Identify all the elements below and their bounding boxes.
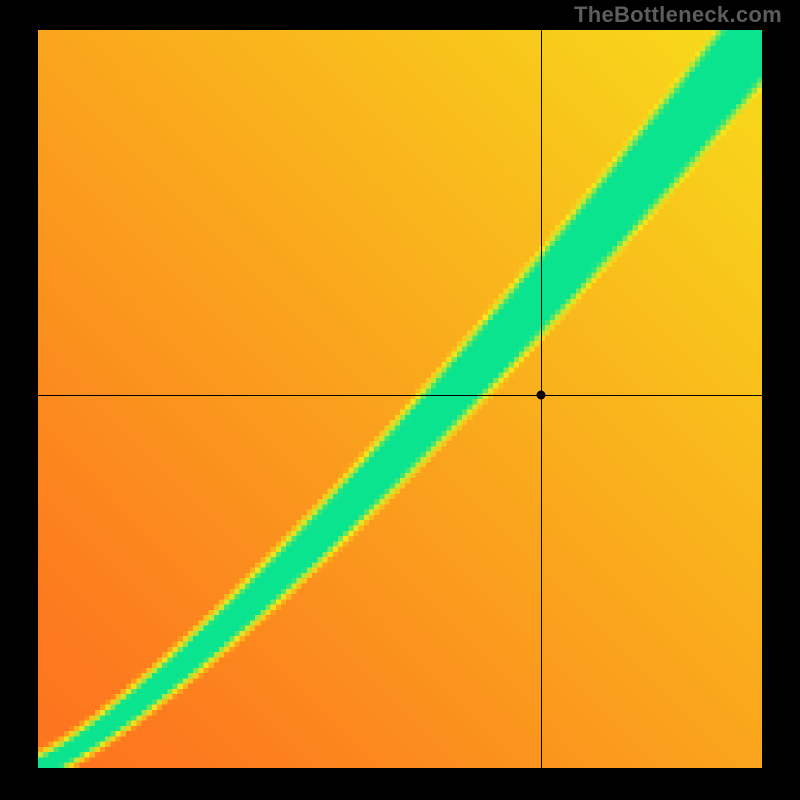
plot-frame [0,30,800,800]
crosshair-horizontal [38,395,762,396]
watermark-text: TheBottleneck.com [0,0,800,30]
heatmap-plot-area [38,30,762,768]
marker-dot [537,391,546,400]
heatmap-canvas [38,30,762,768]
